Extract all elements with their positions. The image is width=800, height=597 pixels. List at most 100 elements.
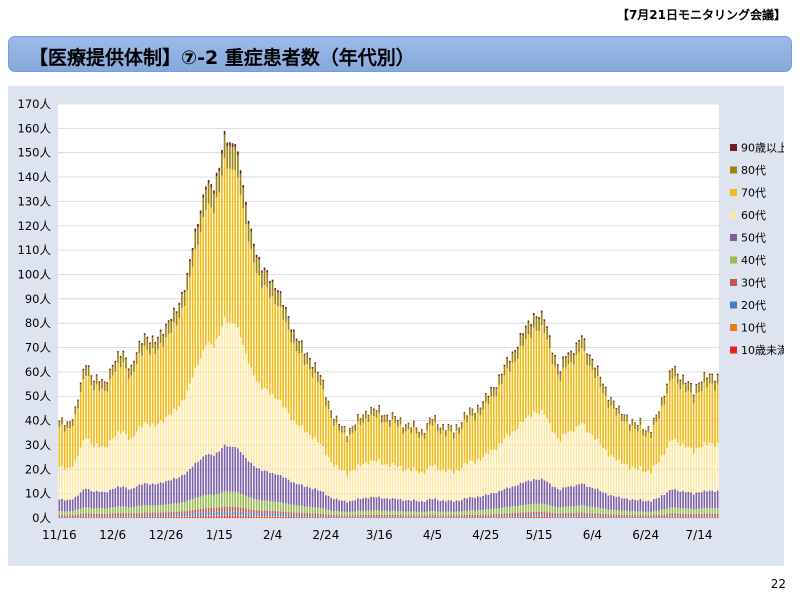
bar-segment xyxy=(63,469,66,501)
bar-segment xyxy=(298,342,301,354)
bar-segment xyxy=(538,317,540,320)
bar-segment xyxy=(255,513,258,516)
bar-segment xyxy=(341,427,343,433)
bar-segment xyxy=(229,168,231,323)
bar-segment xyxy=(556,437,559,489)
bar-segment xyxy=(671,368,674,370)
bar-segment xyxy=(183,513,186,517)
bar-segment xyxy=(514,517,516,518)
day-bar xyxy=(405,424,407,518)
bar-segment xyxy=(674,489,676,508)
bar-segment xyxy=(301,505,303,513)
bar-segment xyxy=(245,224,247,354)
bar-segment xyxy=(546,418,548,482)
bar-segment xyxy=(170,480,173,505)
bar-segment xyxy=(109,368,111,371)
bar-segment xyxy=(375,514,378,517)
day-bar xyxy=(186,272,189,518)
bar-segment xyxy=(106,382,109,384)
bar-segment xyxy=(79,513,82,516)
bar-segment xyxy=(439,434,442,472)
bar-segment xyxy=(575,514,578,517)
bar-segment xyxy=(61,517,63,518)
bar-segment xyxy=(559,515,562,517)
bar-segment xyxy=(410,428,412,434)
bar-segment xyxy=(540,410,543,479)
bar-segment xyxy=(479,514,482,517)
bar-segment xyxy=(170,321,173,333)
legend-swatch xyxy=(730,279,737,286)
bar-segment xyxy=(471,510,474,515)
bar-segment xyxy=(452,438,455,474)
bar-segment xyxy=(631,511,634,516)
day-bar xyxy=(676,373,679,518)
bar-segment xyxy=(333,418,335,420)
bar-segment xyxy=(447,469,450,501)
bar-segment xyxy=(527,504,530,513)
bar-segment xyxy=(586,517,588,518)
bar-segment xyxy=(149,517,151,518)
bar-segment xyxy=(490,493,492,509)
bar-segment xyxy=(436,469,439,501)
bar-segment xyxy=(266,516,269,518)
bar-segment xyxy=(679,446,682,492)
bar-segment xyxy=(327,409,330,458)
bar-segment xyxy=(588,486,591,507)
bar-segment xyxy=(82,515,85,517)
bar-segment xyxy=(269,280,271,284)
bar-segment xyxy=(703,442,706,491)
bar-segment xyxy=(535,516,538,518)
day-bar xyxy=(210,184,213,518)
bar-segment xyxy=(439,471,442,501)
bar-segment xyxy=(290,482,293,505)
bar-segment xyxy=(690,392,692,448)
bar-segment xyxy=(397,515,399,517)
bar-segment xyxy=(418,501,420,512)
bar-segment xyxy=(245,512,247,516)
bar-segment xyxy=(671,515,674,517)
bar-segment xyxy=(165,516,167,518)
bar-segment xyxy=(354,515,357,517)
bar-segment xyxy=(210,494,213,508)
bar-segment xyxy=(535,516,538,517)
bar-segment xyxy=(418,432,420,438)
bar-segment xyxy=(183,516,186,518)
day-bar xyxy=(397,419,399,518)
bar-segment xyxy=(247,509,250,513)
bar-segment xyxy=(615,510,618,515)
bar-segment xyxy=(580,505,583,513)
bar-segment xyxy=(714,446,716,492)
bar-segment xyxy=(476,496,479,511)
bar-segment xyxy=(114,360,117,363)
bar-segment xyxy=(351,432,354,471)
bar-segment xyxy=(479,407,482,409)
y-tick-label: 80人 xyxy=(25,316,52,330)
bar-segment xyxy=(151,505,154,513)
bar-segment xyxy=(450,515,452,517)
bar-segment xyxy=(125,513,127,516)
bar-segment xyxy=(178,502,181,512)
bar-segment xyxy=(181,294,183,308)
bar-segment xyxy=(687,382,690,391)
bar-segment xyxy=(580,514,583,517)
bar-segment xyxy=(551,486,554,507)
bar-segment xyxy=(141,505,143,513)
bar-segment xyxy=(237,492,239,507)
bar-segment xyxy=(277,399,279,475)
bar-segment xyxy=(487,395,490,398)
day-bar xyxy=(652,417,655,518)
bar-segment xyxy=(210,344,213,455)
bar-segment xyxy=(511,431,514,487)
bar-segment xyxy=(703,373,706,383)
bar-segment xyxy=(548,348,551,423)
bar-segment xyxy=(335,422,338,465)
bar-segment xyxy=(626,514,628,517)
bar-segment xyxy=(551,517,554,518)
bar-segment xyxy=(354,500,357,512)
bar-segment xyxy=(117,486,119,507)
bar-segment xyxy=(468,516,471,518)
bar-segment xyxy=(74,407,77,415)
bar-segment xyxy=(711,373,714,376)
bar-segment xyxy=(402,515,404,517)
bar-segment xyxy=(338,424,341,425)
